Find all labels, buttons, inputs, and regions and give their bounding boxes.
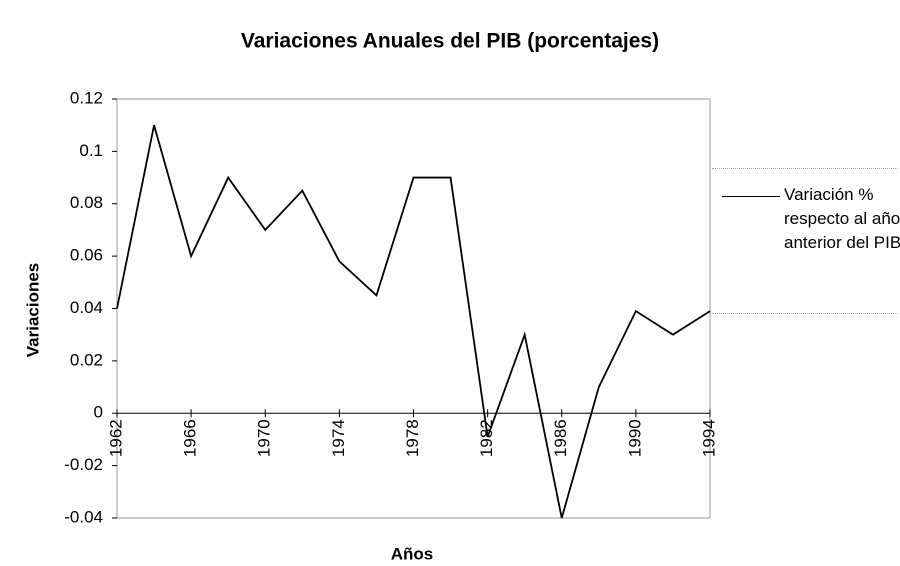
y-tick-label: -0.04 (64, 507, 103, 526)
x-tick-label: 1966 (181, 419, 200, 457)
y-tick-label: 0.06 (70, 246, 103, 265)
y-tick-label: 0.04 (70, 298, 103, 317)
x-tick-label: 1994 (699, 419, 718, 457)
y-tick-label: 0 (94, 403, 103, 422)
y-tick-label: 0.12 (70, 88, 103, 107)
y-tick-label: -0.02 (64, 455, 103, 474)
y-tick-label: 0.1 (79, 141, 103, 160)
x-tick-label: 1970 (255, 419, 274, 457)
y-tick-label: 0.02 (70, 350, 103, 369)
legend-swatch (722, 196, 780, 197)
x-tick-label: 1962 (106, 419, 125, 457)
chart-title: Variaciones Anuales del PIB (porcentajes… (241, 30, 659, 53)
legend-label: Variación % respecto al año anterior del… (784, 185, 900, 252)
y-axis-label: Variaciones (23, 263, 42, 358)
legend: Variación % respecto al año anterior del… (712, 168, 900, 314)
x-tick-label: 1974 (329, 419, 348, 457)
y-tick-label: 0.08 (70, 193, 103, 212)
x-axis-label: Años (391, 544, 434, 563)
x-tick-label: 1978 (403, 419, 422, 457)
x-tick-label: 1986 (551, 419, 570, 457)
x-tick-label: 1990 (625, 419, 644, 457)
series-line (116, 124, 711, 519)
